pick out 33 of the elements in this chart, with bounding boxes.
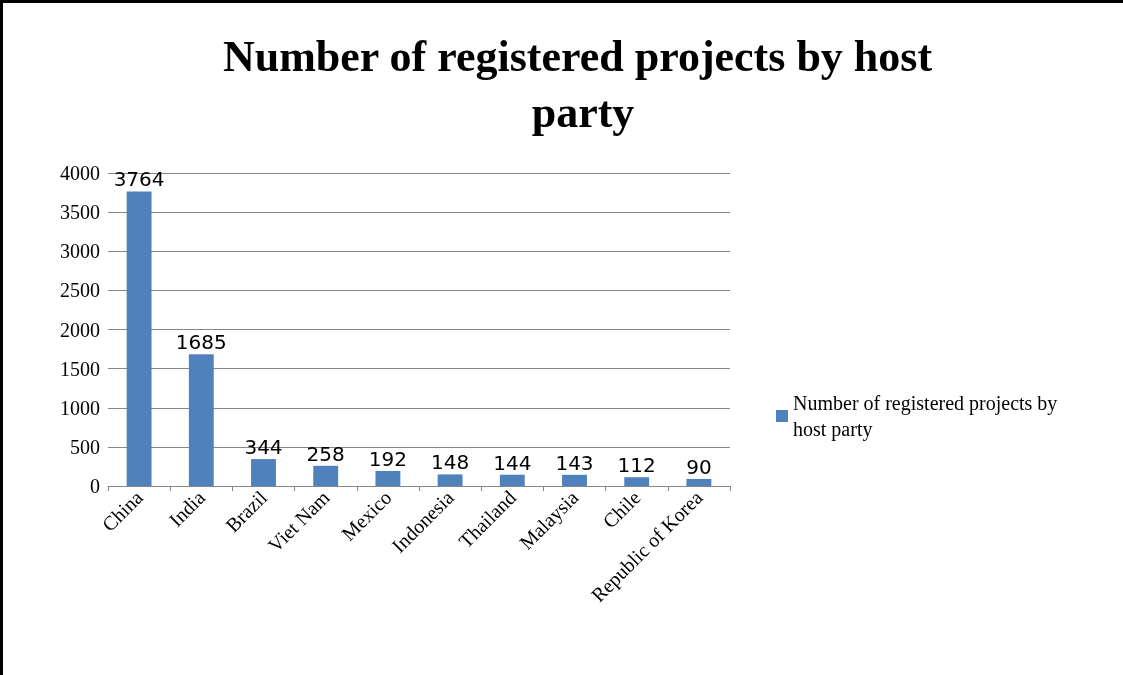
y-tick-label: 1500 bbox=[60, 357, 100, 380]
bar bbox=[499, 474, 525, 486]
bar bbox=[624, 477, 650, 486]
y-tick-label: 0 bbox=[90, 475, 100, 497]
bar bbox=[375, 470, 401, 486]
chart-title: Number of registered projects by host party bbox=[222, 31, 944, 137]
bar bbox=[686, 478, 712, 486]
bar bbox=[251, 459, 276, 486]
data-label: 3764 bbox=[113, 167, 165, 192]
bar bbox=[562, 474, 587, 486]
y-tick-label: 4000 bbox=[60, 162, 100, 184]
legend-label: Number of registered projects by host party bbox=[793, 392, 1063, 441]
data-label: 144 bbox=[493, 450, 532, 475]
bar bbox=[437, 474, 463, 486]
data-label: 258 bbox=[306, 441, 345, 466]
bar bbox=[126, 191, 152, 486]
x-tick-label: India bbox=[164, 486, 210, 531]
data-label: 112 bbox=[617, 453, 656, 478]
bar bbox=[313, 465, 339, 486]
y-tick-label: 1000 bbox=[60, 396, 100, 419]
y-tick-label: 500 bbox=[70, 435, 100, 458]
data-label: 148 bbox=[431, 450, 470, 475]
data-label: 90 bbox=[686, 454, 712, 479]
bar bbox=[188, 354, 214, 486]
y-tick-label: 2000 bbox=[60, 318, 100, 341]
y-tick-label: 2500 bbox=[60, 279, 100, 302]
y-tick-label: 3500 bbox=[60, 201, 100, 224]
data-label: 344 bbox=[244, 435, 283, 460]
data-label: 192 bbox=[368, 446, 407, 471]
data-label: 1685 bbox=[175, 330, 227, 355]
data-label: 143 bbox=[555, 450, 594, 475]
x-tick-label: Chile bbox=[598, 486, 645, 533]
y-tick-label: 3000 bbox=[60, 240, 100, 263]
